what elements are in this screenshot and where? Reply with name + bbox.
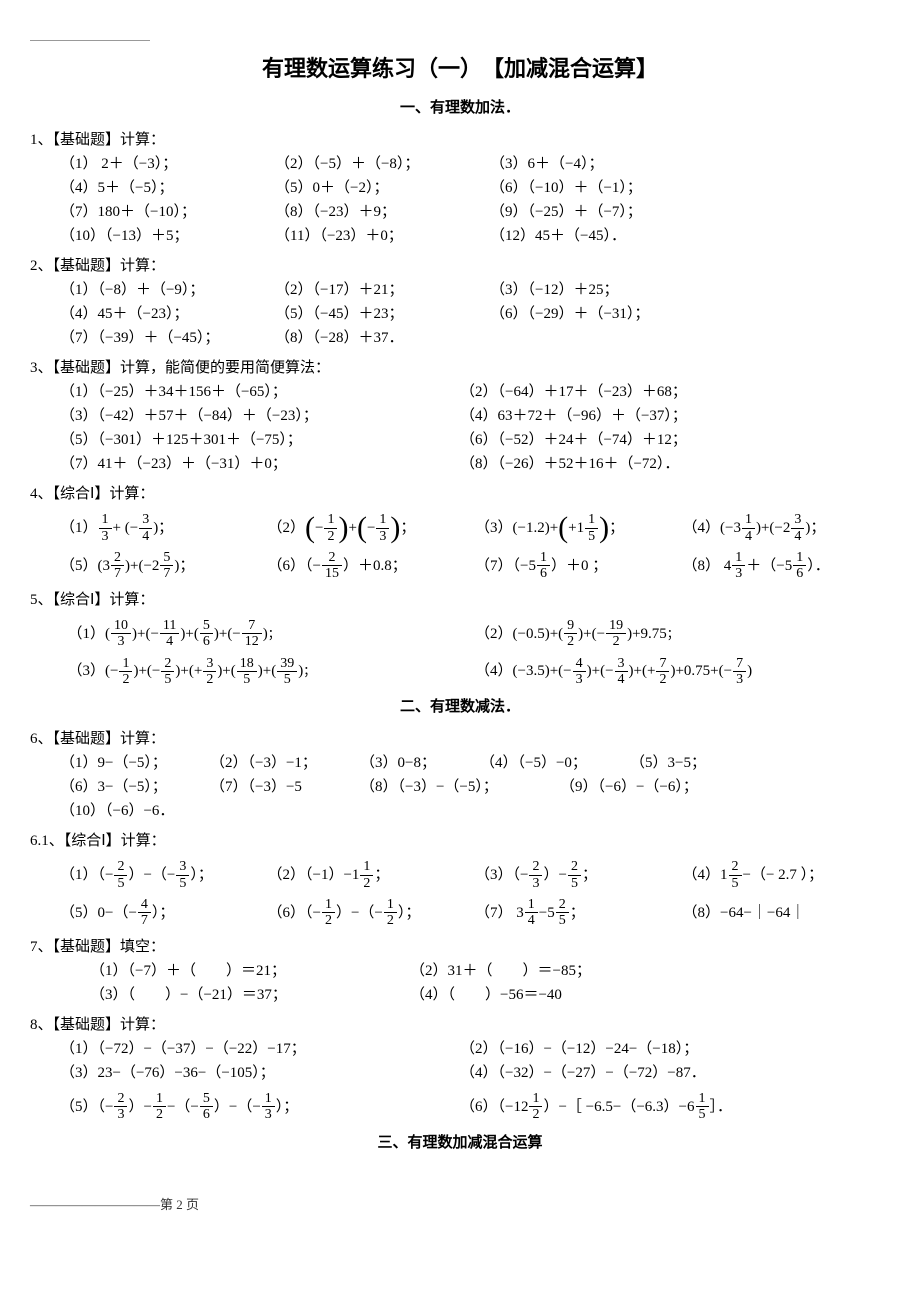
q2-item: （3）（−12）＋25； — [490, 278, 705, 302]
q5-item-2: （2）(−0.5)+(92)+(−192)+9.75； — [475, 618, 890, 650]
q4-item-7: （7）（−516）＋0 ； — [475, 550, 683, 582]
q6-item: （3）0−8； — [360, 751, 480, 775]
q2-row: （1）（−8）＋（−9）； （2）（−17）＋21； （3）（−12）＋25； … — [30, 278, 890, 350]
q61-item-2: （2）（−1）−112； — [268, 859, 476, 891]
q6-item: （1）9−（−5）； — [60, 751, 210, 775]
q2-header: 2、【基础题】计算： — [30, 254, 890, 278]
q8-item-6: （6）（−1212）−［ −6.5−（−6.3）−615 ］． — [460, 1091, 860, 1123]
q3-item: （4）63＋72＋（−96）＋（−37）； — [460, 404, 860, 428]
q1-item: （11）（−23）＋0； — [275, 224, 490, 248]
section-2-title: 二、有理数减法． — [30, 695, 890, 719]
q8-row: （1）（−72）−（−37）−（−22）−17； （2）（−16）−（−12）−… — [30, 1037, 890, 1085]
q4-item-4: （4）(−314)+(−234)； — [683, 512, 891, 544]
q6-row: （1）9−（−5）； （2）（−3）−1； （3）0−8； （4）（−5）−0；… — [30, 751, 890, 823]
q4-header: 4、【综合Ⅰ】计算： — [30, 482, 890, 506]
page-title: 有理数运算练习（一） 【加减混合运算】 — [30, 51, 890, 86]
q6-item: （7）（−3）−5 — [210, 775, 360, 799]
q7-item: （1）（−7）＋（ ）＝21； — [90, 959, 410, 983]
q1-item: （2）（−5）＋（−8）； — [275, 152, 490, 176]
q1-item: （8）（−23）＋9； — [275, 200, 490, 224]
q2-item: （2）（−17）＋21； — [275, 278, 490, 302]
q4-item-6: （6）（−215）＋0.8； — [268, 550, 476, 582]
q61-item-1: （1）（−25）−（−35）； — [60, 859, 268, 891]
q7-item: （2）31＋（ ）＝−85； — [410, 959, 730, 983]
q1-item: （6）（−10）＋（−1）； — [490, 176, 705, 200]
q1-item: （7）180＋（−10）； — [60, 200, 275, 224]
section-3-title: 三、有理数加减混合运算 — [30, 1131, 890, 1155]
q4-item-2: （2）(−12)+(−13)； — [268, 512, 476, 544]
q4-item-3: （3）(−1.2)+(+115)； — [475, 512, 683, 544]
q8-item: （2）（−16）−（−12）−24−（−18）； — [460, 1037, 860, 1061]
q1-item: （1） 2＋（−3）； — [60, 152, 275, 176]
section-1-title: 一、有理数加法． — [30, 96, 890, 120]
q1-item: （5）0＋（−2）； — [275, 176, 490, 200]
q7-item: （3）（ ）−（−21）＝37； — [90, 983, 410, 1007]
q61-item-4: （4）125−（− 2.7 ）； — [683, 859, 891, 891]
page-number: 第 2 页 — [160, 1197, 199, 1212]
q61-item-3: （3）（−23）−25； — [475, 859, 683, 891]
q6-item: （2）（−3）−1； — [210, 751, 360, 775]
q3-item: （7）41＋（−23）＋（−31）＋0； — [60, 452, 460, 476]
q5-row1: （1）(103)+(−114)+(56)+(−712)； （2）(−0.5)+(… — [30, 618, 890, 650]
q4-row1: （1）13 + (−34)； （2）(−12)+(−13)； （3）(−1.2)… — [30, 512, 890, 544]
q61-item-5: （5）0−（−47）； — [60, 897, 268, 929]
q4-item-8: （8） 413＋（−516）． — [683, 550, 891, 582]
q6-item: （8）（−3）−（−5）； — [360, 775, 560, 799]
q6-item: （5）3−5； — [630, 751, 750, 775]
q2-item: （7）（−39）＋（−45）； — [60, 326, 275, 350]
q5-item-1: （1）(103)+(−114)+(56)+(−712)； — [60, 618, 475, 650]
q3-header: 3、【基础题】计算，能简便的要用简便算法： — [30, 356, 890, 380]
q6-item: （4）（−5）−0； — [480, 751, 630, 775]
footer: ——————————第 2 页 — [30, 1195, 890, 1216]
q8-item: （1）（−72）−（−37）−（−22）−17； — [60, 1037, 460, 1061]
q7-item: （4）（ ）−56＝−40 — [410, 983, 730, 1007]
q2-item: （5）（−45）＋23； — [275, 302, 490, 326]
q1-item: （12）45＋（−45）． — [490, 224, 705, 248]
q4-row2: （5）(327)+(−257)； （6）（−215）＋0.8； （7）（−516… — [30, 550, 890, 582]
top-rule — [30, 40, 150, 41]
q3-item: （3）（−42）＋57＋（−84）＋（−23）； — [60, 404, 460, 428]
q1-item: （4）5＋（−5）； — [60, 176, 275, 200]
q1-item: （3）6＋（−4）； — [490, 152, 705, 176]
q6-item: （10）（−6）−6． — [60, 799, 240, 823]
q6-item: （6）3−（−5）； — [60, 775, 210, 799]
q2-item: （6）（−29）＋（−31）； — [490, 302, 705, 326]
q1-item: （9）（−25）＋（−7）； — [490, 200, 705, 224]
q2-item: （1）（−8）＋（−9）； — [60, 278, 275, 302]
q61-row1: （1）（−25）−（−35）； （2）（−1）−112； （3）（−23）−25… — [30, 859, 890, 891]
q6-header: 6、【基础题】计算： — [30, 727, 890, 751]
q61-row2: （5）0−（−47）； （6）（−12）−（−12）； （7） 314−525 … — [30, 897, 890, 929]
q2-item: （4）45＋（−23）； — [60, 302, 275, 326]
q3-item: （8）（−26）＋52＋16＋（−72）． — [460, 452, 860, 476]
q3-item: （2）（−64）＋17＋（−23）＋68； — [460, 380, 860, 404]
q61-item-7: （7） 314−525 ； — [475, 897, 683, 929]
q5-row2: （3）(−12)+(−25)+(+32)+(185)+(395)； （4）(−3… — [30, 656, 890, 688]
q8-row2: （5）（−23）−12−（−56）−（−13）； （6）（−1212）−［ −6… — [30, 1091, 890, 1123]
q3-item: （1）（−25）＋34＋156＋（−65）； — [60, 380, 460, 404]
q2-item: （8）（−28）＋37． — [275, 326, 490, 350]
q5-item-4: （4）(−3.5)+(−43)+(−34)+(+72)+0.75+(−73) — [475, 656, 890, 688]
q7-row: （1）（−7）＋（ ）＝21； （2）31＋（ ）＝−85； （3）（ ）−（−… — [30, 959, 890, 1007]
q61-item-8: （8）−64−｜−64｜ — [683, 901, 891, 925]
q8-item-5: （5）（−23）−12−（−56）−（−13）； — [60, 1091, 460, 1123]
q3-item: （6）（−52）＋24＋（−74）＋12； — [460, 428, 860, 452]
q3-item: （5）（−301）＋125＋301＋（−75）； — [60, 428, 460, 452]
q5-item-3: （3）(−12)+(−25)+(+32)+(185)+(395)； — [60, 656, 475, 688]
q61-header: 6.1、【综合Ⅰ】计算： — [30, 829, 890, 853]
q3-row: （1）（−25）＋34＋156＋（−65）； （2）（−64）＋17＋（−23）… — [30, 380, 890, 476]
q8-item: （4）（−32）−（−27）−（−72）−87． — [460, 1061, 860, 1085]
q5-header: 5、【综合Ⅰ】计算： — [30, 588, 890, 612]
q1-item: （10）（−13）＋5； — [60, 224, 275, 248]
q61-item-6: （6）（−12）−（−12）； — [268, 897, 476, 929]
q7-header: 7、【基础题】填空： — [30, 935, 890, 959]
q1-header: 1、【基础题】计算： — [30, 128, 890, 152]
q8-item: （3）23−（−76）−36−（−105）； — [60, 1061, 460, 1085]
q4-item-5: （5）(327)+(−257)； — [60, 550, 268, 582]
q1-row: （1） 2＋（−3）； （2）（−5）＋（−8）； （3）6＋（−4）； （4）… — [30, 152, 890, 248]
q8-header: 8、【基础题】计算： — [30, 1013, 890, 1037]
q6-item: （9）（−6）−（−6）； — [560, 775, 760, 799]
q4-item-1: （1）13 + (−34)； — [60, 512, 268, 544]
